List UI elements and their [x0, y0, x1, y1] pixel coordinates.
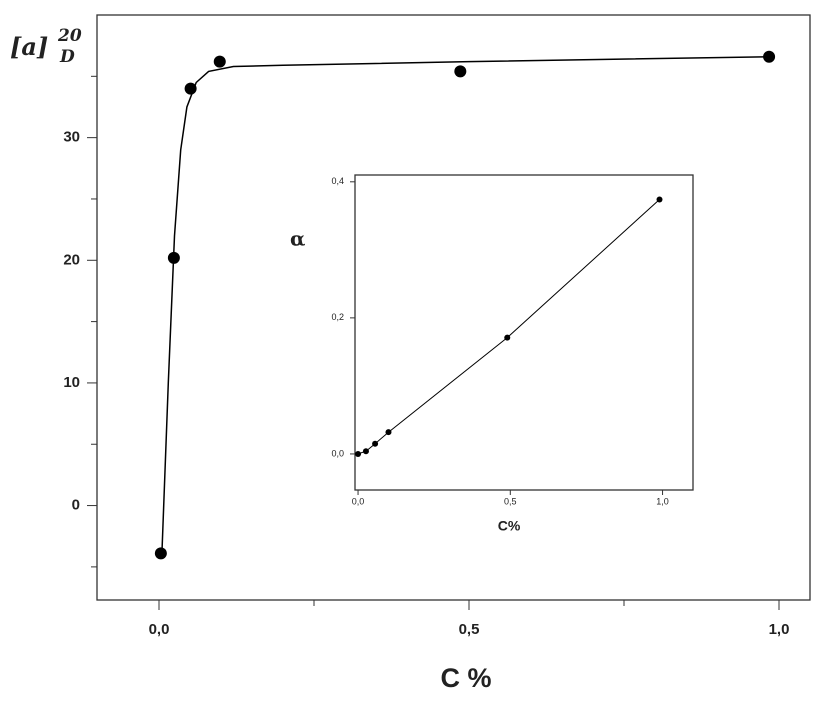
y-axis-label-main: [a]: [10, 32, 48, 61]
curve: [161, 55, 773, 549]
y-axis-label-sub: D: [59, 47, 75, 67]
data-point: [362, 448, 369, 455]
y-tick-label: 0,2: [331, 312, 344, 322]
data-point: [154, 547, 167, 560]
x-tick-label: 0,0: [149, 621, 170, 638]
y-tick-label: 0,0: [331, 448, 344, 458]
y-tick-label: 20: [63, 251, 80, 268]
data-point: [213, 55, 226, 68]
plot-frame: [354, 174, 694, 491]
inset-x-axis-label: C%: [498, 518, 521, 534]
y-tick-label: 0,4: [331, 176, 344, 186]
data-point: [656, 196, 663, 203]
y-axis-label: [a] 20 D: [10, 26, 82, 67]
x-axis-label: C %: [440, 663, 491, 693]
y-tick-label: 10: [63, 374, 80, 391]
data-point: [372, 440, 379, 447]
data-point: [355, 450, 362, 457]
data-point: [184, 82, 197, 95]
data-point: [454, 65, 467, 78]
curve: [357, 199, 660, 455]
inset-y-axis-label: α: [290, 227, 305, 251]
y-tick-label: 0: [72, 497, 80, 514]
x-tick-label: 1,0: [769, 621, 790, 638]
x-tick-label: 0,5: [504, 496, 517, 506]
x-tick-label: 1,0: [656, 496, 669, 506]
x-tick-label: 0,5: [459, 621, 480, 638]
plot-frame: [96, 14, 811, 601]
x-tick-label: 0,0: [352, 496, 365, 506]
data-point: [504, 334, 511, 341]
data-point: [385, 429, 392, 436]
y-tick-label: 30: [63, 129, 80, 146]
y-axis-label-sup: 20: [57, 26, 82, 46]
